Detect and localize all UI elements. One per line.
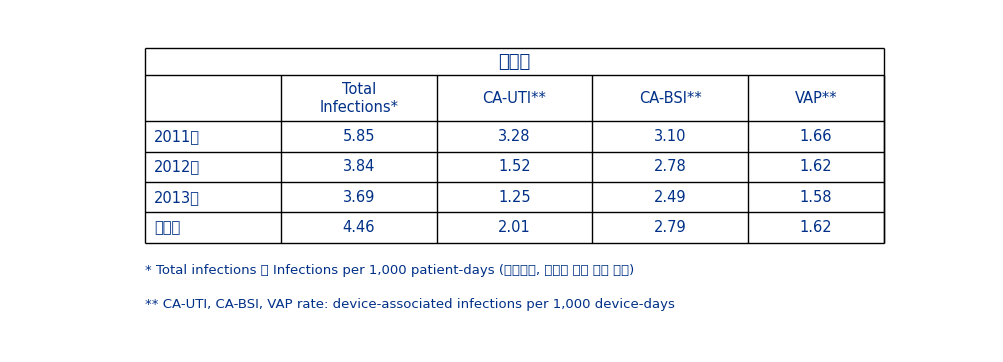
Text: 5.85: 5.85 [342, 129, 375, 144]
Text: 2013년: 2013년 [154, 190, 200, 205]
Text: 2.78: 2.78 [653, 159, 686, 174]
Text: CA-BSI**: CA-BSI** [638, 91, 701, 106]
Text: 2011년: 2011년 [154, 129, 200, 144]
Text: 3.10: 3.10 [653, 129, 686, 144]
Text: CA-UTI**: CA-UTI** [482, 91, 546, 106]
Text: 2.79: 2.79 [653, 220, 686, 235]
Text: 1.52: 1.52 [497, 159, 531, 174]
Text: 연평균: 연평균 [154, 220, 181, 235]
Text: Total
Infections*: Total Infections* [319, 82, 398, 115]
Text: 4.46: 4.46 [342, 220, 375, 235]
Text: 감염률: 감염률 [497, 52, 531, 71]
Text: 2.49: 2.49 [653, 190, 686, 205]
Text: 1.58: 1.58 [799, 190, 831, 205]
Text: 3.84: 3.84 [342, 159, 375, 174]
Text: 1.25: 1.25 [497, 190, 531, 205]
Text: 2.01: 2.01 [497, 220, 531, 235]
Text: 1.62: 1.62 [799, 159, 831, 174]
Text: 1.62: 1.62 [799, 220, 831, 235]
Text: ** CA-UTI, CA-BSI, VAP rate: device-associated infections per 1,000 device-days: ** CA-UTI, CA-BSI, VAP rate: device-asso… [144, 298, 674, 311]
Text: 3.69: 3.69 [342, 190, 375, 205]
Text: 2012년: 2012년 [154, 159, 201, 174]
Text: 1.66: 1.66 [799, 129, 831, 144]
Text: 3.28: 3.28 [497, 129, 531, 144]
Text: VAP**: VAP** [794, 91, 837, 106]
Text: * Total infections ： Infections per 1,000 patient-days (기구관련, 비관련 감염 모두 포함): * Total infections ： Infections per 1,00… [144, 264, 634, 277]
